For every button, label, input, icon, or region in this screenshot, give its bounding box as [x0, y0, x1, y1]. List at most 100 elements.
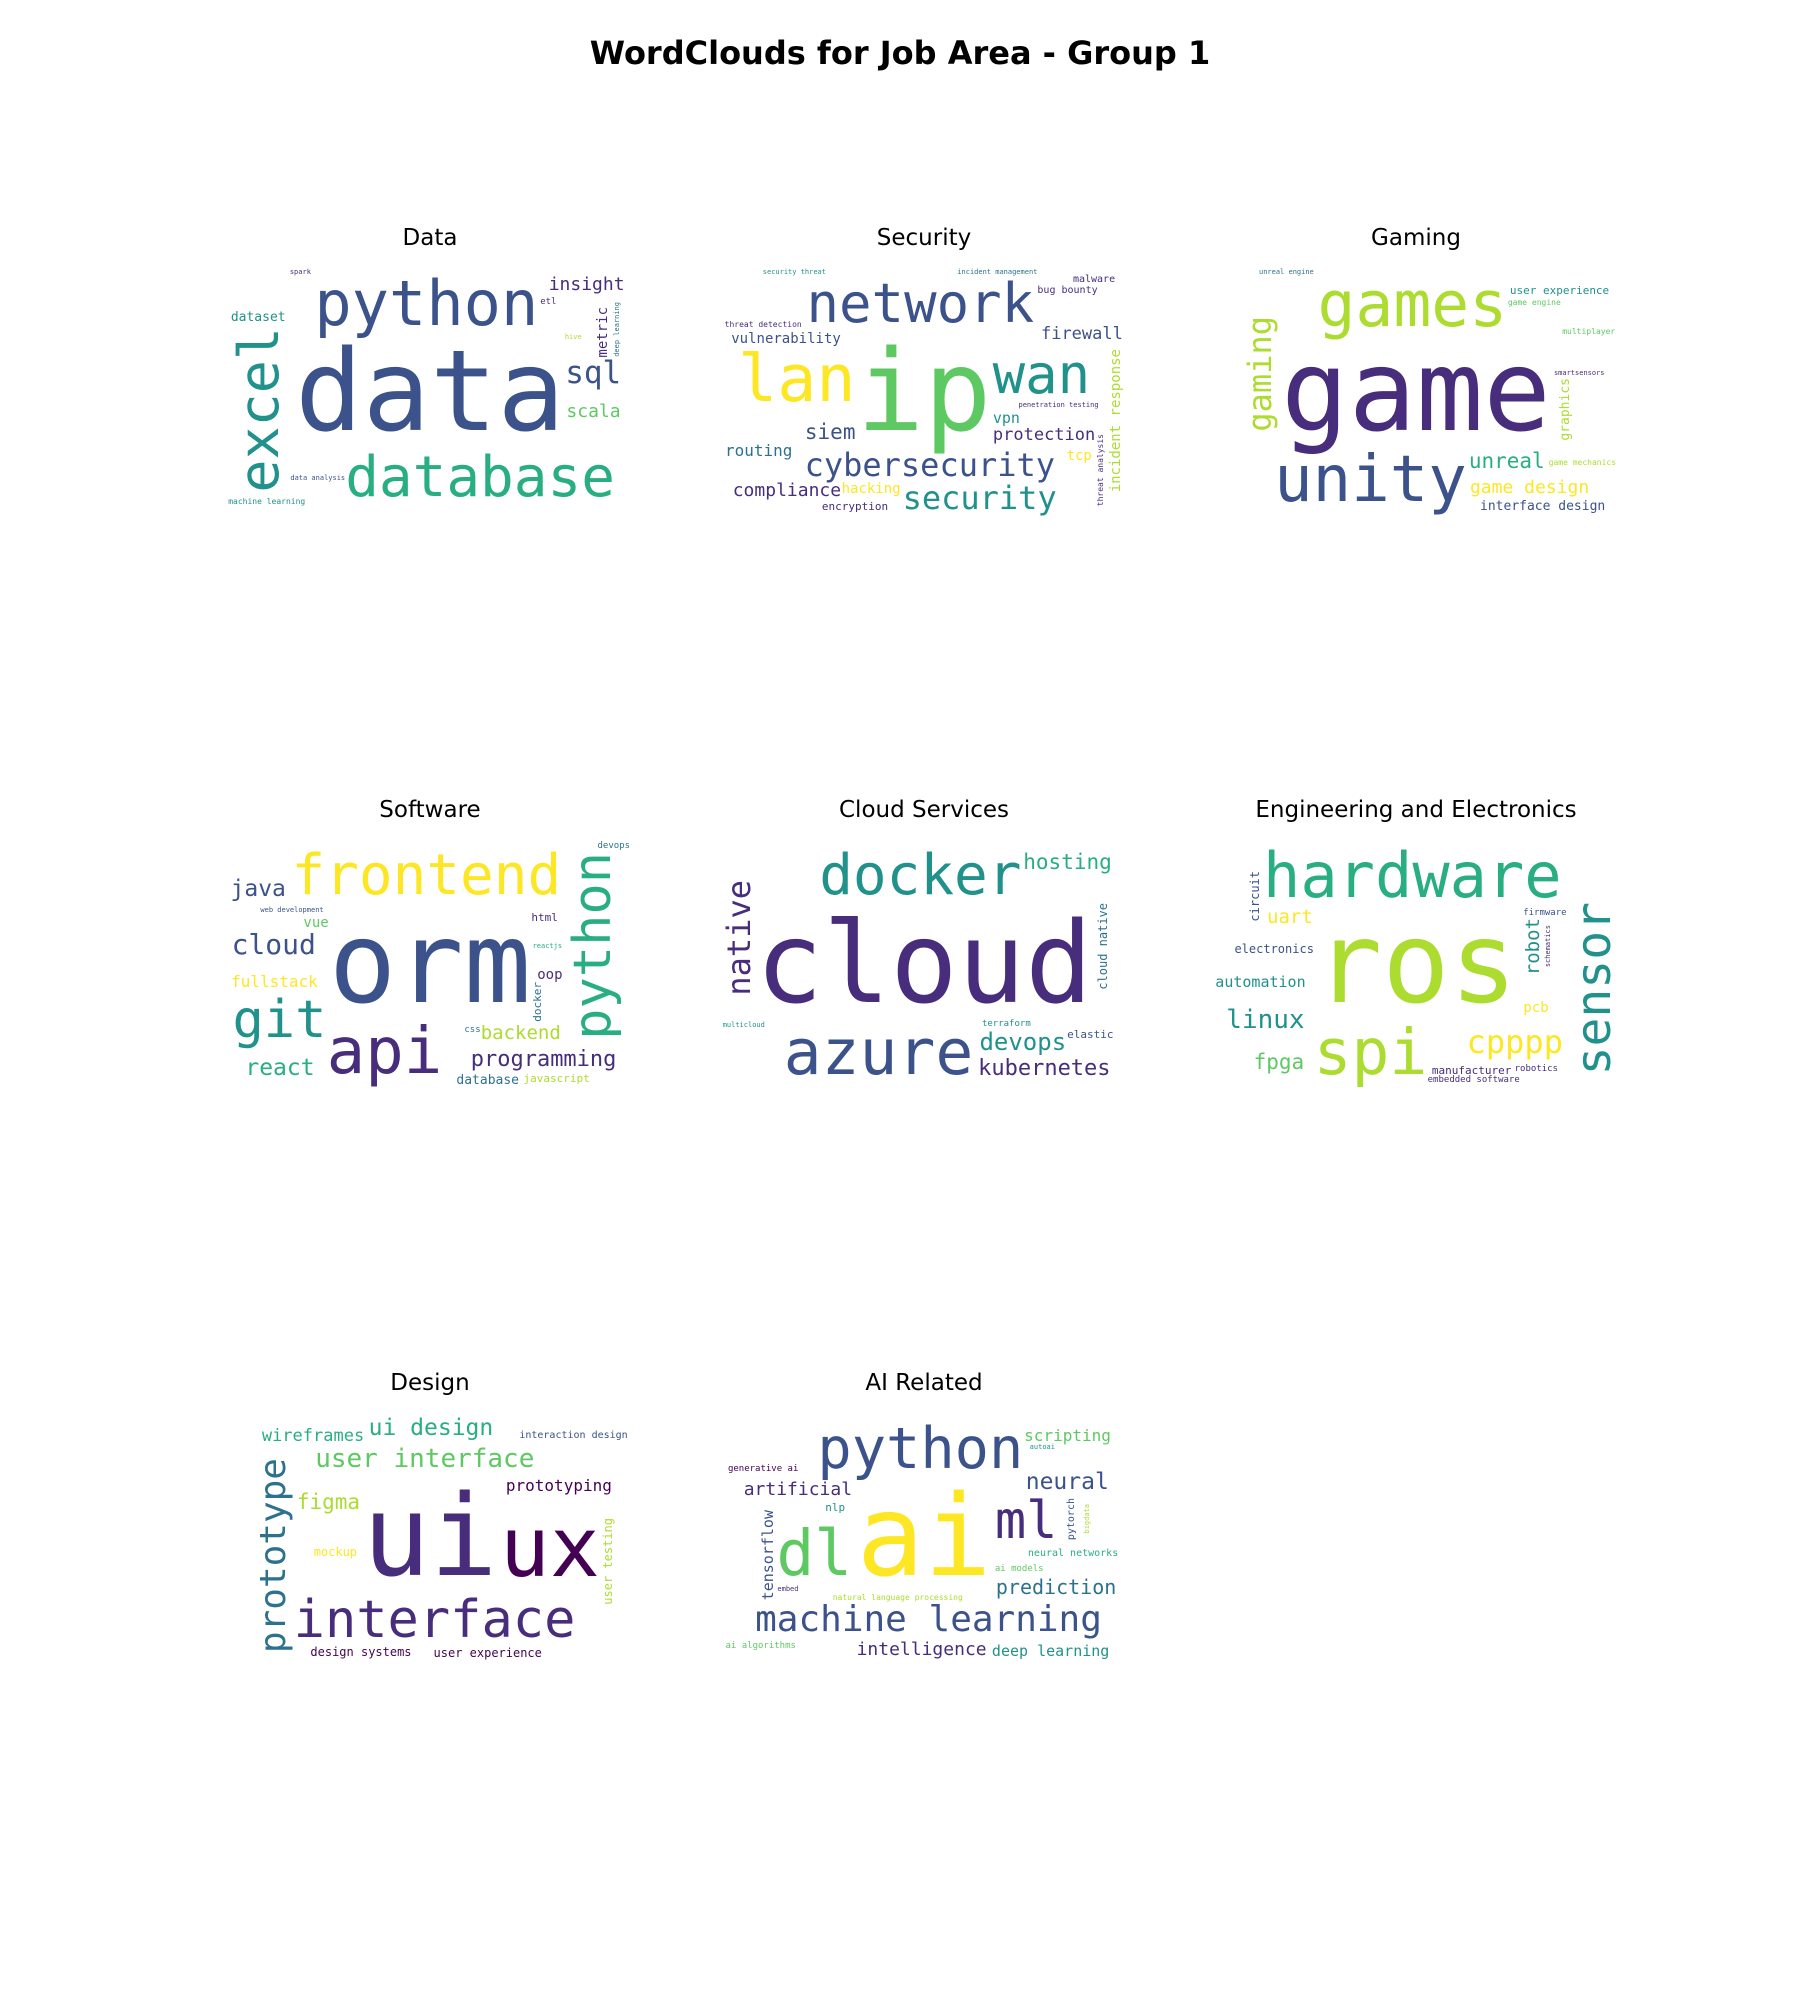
word-ux: ux [499, 1499, 600, 1597]
panel-title: AI Related [865, 1370, 983, 1396]
word-nlp: nlp [825, 1501, 846, 1515]
panel-title: Cloud Services [839, 797, 1009, 823]
word-scala: scala [566, 401, 621, 423]
word-ui-design: ui design [368, 1415, 494, 1442]
word-siem: siem [804, 419, 856, 444]
word-automation: automation [1215, 972, 1306, 991]
word-user-experience: user experience [1509, 284, 1610, 298]
word-dataset: dataset [230, 309, 286, 325]
word-ros: ros [1314, 899, 1518, 1029]
word-user-experience: user experience [433, 1646, 542, 1661]
word-data-analysis: data analysis [290, 473, 346, 482]
wordcloud: cloud docker azure native kubernetes devops ho… [720, 839, 1128, 1089]
word-penetration-testing: penetration testing [1018, 401, 1099, 410]
word-pytorch: pytorch [1065, 1497, 1077, 1540]
word-network: network [806, 272, 1035, 336]
word-artificial: artificial [743, 1479, 853, 1500]
word-autoai: autoai [1029, 1443, 1055, 1452]
word-linux: linux [1226, 1004, 1305, 1035]
word-ai: ai [856, 1472, 992, 1602]
word-multiplayer: multiplayer [1562, 326, 1616, 336]
word-devops: devops [979, 1027, 1067, 1056]
word-ai-algorithms: ai algorithms [725, 1641, 796, 1652]
word-insight: insight [548, 273, 625, 295]
word-pcb: pcb [1523, 999, 1549, 1016]
word-java: java [230, 875, 286, 902]
word-hosting: hosting [1023, 850, 1112, 875]
word-dl: dl [776, 1517, 853, 1591]
word-spark: spark [289, 268, 311, 277]
word-prediction: prediction [995, 1575, 1117, 1600]
word-terraform: terraform [981, 1019, 1031, 1030]
word-python: python [817, 1415, 1024, 1482]
word-incident-response: incident response [1107, 348, 1124, 493]
panel-title: Security [876, 225, 972, 251]
word-game-mechanics: game mechanics [1548, 457, 1617, 467]
word-design-systems: design systems [310, 1644, 412, 1659]
word-game-design: game design [1469, 476, 1590, 498]
word-api: api [326, 1015, 443, 1089]
word-kubernetes: kubernetes [978, 1056, 1111, 1082]
word-embedded-software: embedded software [1427, 1074, 1520, 1085]
word-manufacturer: manufacturer [1431, 1063, 1512, 1077]
panel-software: Software orm api frontend python git programm… [226, 797, 634, 1097]
word-python: python [563, 851, 624, 1040]
word-ai-models: ai models [994, 1563, 1044, 1574]
word-cybersecurity: cybersecurity [804, 445, 1056, 484]
word-cloud: cloud [755, 899, 1093, 1029]
word-react: react [245, 1054, 315, 1081]
word-encryption: encryption [821, 500, 889, 514]
word-html: html [531, 910, 558, 924]
word-ui: ui [362, 1472, 498, 1602]
panel-title: Gaming [1371, 225, 1461, 251]
word-web-development: web development [260, 906, 324, 915]
word-database: database [456, 1072, 520, 1088]
word-threat-analysis: threat analysis [1096, 434, 1106, 507]
word-multicloud: multicloud [722, 1020, 765, 1029]
word-native: native [720, 879, 759, 996]
word-vpn: vpn [992, 409, 1020, 428]
word-programming: programming [470, 1046, 617, 1072]
panel-data: Data data python database excel insight sql sc… [226, 225, 634, 525]
word-cloud: cloud [231, 928, 316, 962]
word-machine-learning: machine learning [755, 1598, 1102, 1640]
word-vue: vue [303, 915, 329, 932]
word-hive: hive [564, 333, 582, 342]
word-figma: figma [296, 1489, 361, 1514]
word-smartsensors: smartsensors [1553, 369, 1605, 378]
word-embed: embed [777, 1584, 799, 1593]
word-azure: azure [783, 1015, 974, 1089]
wordcloud: ros hardware spi sensor cpppp automation elect… [1212, 839, 1620, 1089]
panel-title: Engineering and Electronics [1255, 797, 1577, 823]
word-ml: ml [994, 1490, 1058, 1551]
word-interface: interface [293, 1589, 576, 1650]
word-generative-ai: generative ai [727, 1464, 799, 1475]
word-game: game [1281, 327, 1551, 457]
word-robot: robot [1521, 918, 1544, 976]
word-game-engine: game engine [1507, 297, 1561, 307]
word-fullstack: fullstack [231, 972, 318, 992]
panel-engineering-electronics: Engineering and Electronics ros hardware s… [1212, 797, 1620, 1097]
wordcloud: ai python dl ml machine learning artificial in… [720, 1412, 1128, 1662]
word-prototyping: prototyping [505, 1476, 612, 1496]
word-python: python [314, 267, 539, 341]
word-bug-bounty: bug bounty [1037, 284, 1098, 296]
word-deep-learning: deep learning [991, 1641, 1110, 1660]
word-excel: excel [226, 327, 291, 493]
word-firewall: firewall [1040, 324, 1123, 345]
word-tensorflow: tensorflow [758, 1510, 777, 1601]
word-circuit: circuit [1248, 871, 1263, 923]
word-mockup: mockup [313, 1545, 358, 1560]
word-schematics: schematics [1544, 925, 1553, 968]
word-unreal: unreal [1468, 448, 1545, 473]
word-wan: wan [992, 342, 1091, 406]
word-electronics: electronics [1234, 941, 1314, 956]
word-compliance: compliance [732, 479, 842, 501]
panel-title: Data [402, 225, 458, 251]
word-database: database [345, 445, 615, 511]
panel-ai-related: AI Related ai python dl ml machine learning a… [720, 1370, 1128, 1670]
word-malware: malware [1072, 273, 1116, 285]
word-interaction-design: interaction design [519, 1429, 628, 1441]
word-git: git [232, 989, 327, 1050]
word-security: security [902, 479, 1057, 517]
